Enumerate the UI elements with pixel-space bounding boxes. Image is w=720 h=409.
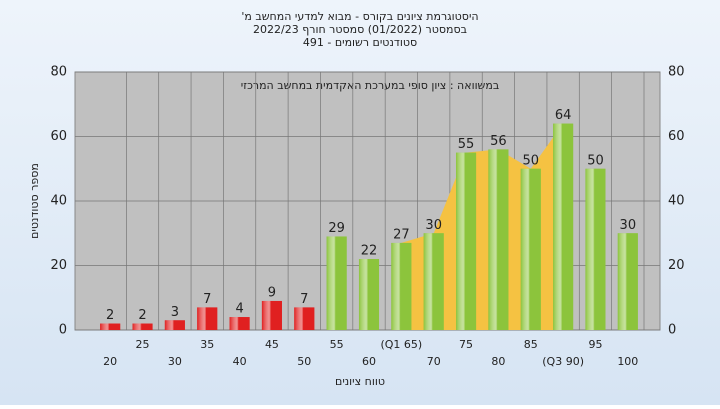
bar: [520, 168, 541, 330]
bar: [358, 259, 380, 330]
value-label: 9: [268, 285, 276, 300]
bar: [326, 236, 347, 330]
value-label: 4: [235, 302, 243, 317]
x-tick-label: 80: [491, 355, 505, 368]
y2-tick-label: 60: [668, 129, 685, 144]
value-label: 55: [458, 137, 475, 152]
bar: [197, 307, 218, 330]
chart-title: היסטוגרמת ציונים בקורס - מבוא למדעי המחש…: [241, 10, 478, 23]
x-tick-label: 40: [233, 355, 247, 368]
bar: [553, 123, 574, 330]
x-tick-label: 55: [330, 338, 344, 351]
y-tick-label: 0: [59, 323, 67, 338]
bar: [229, 317, 250, 330]
x-tick-label: 20: [103, 355, 117, 368]
value-label: 22: [361, 244, 378, 259]
x-tick-label: 85: [524, 338, 538, 351]
bar: [164, 320, 185, 330]
value-label: 30: [620, 218, 637, 233]
value-label: 56: [490, 134, 507, 149]
bar: [456, 152, 477, 330]
value-label: 50: [587, 153, 604, 168]
value-label: 2: [106, 308, 114, 323]
bar: [294, 307, 315, 330]
value-label: 29: [328, 221, 345, 236]
y-tick-label: 60: [50, 129, 67, 144]
y-tick-label: 80: [50, 65, 67, 80]
x-tick-label: (Q1 65): [380, 338, 422, 351]
x-axis-label: טווח ציונים: [335, 375, 385, 388]
x-tick-label: 60: [362, 355, 376, 368]
y2-tick-label: 80: [668, 65, 685, 80]
bar: [261, 300, 282, 330]
value-label: 30: [425, 218, 442, 233]
y2-tick-label: 20: [668, 258, 685, 273]
y2-tick-label: 0: [668, 323, 676, 338]
bar: [488, 149, 509, 330]
value-label: 64: [555, 108, 572, 123]
x-tick-label: 30: [168, 355, 182, 368]
x-tick-label: 100: [617, 355, 638, 368]
x-tick-label: 25: [136, 338, 150, 351]
x-tick-label: 45: [265, 338, 279, 351]
y2-tick-label: 40: [668, 194, 685, 209]
value-label: 7: [300, 292, 308, 307]
value-label: 50: [522, 153, 539, 168]
x-tick-label: 50: [297, 355, 311, 368]
y-tick-label: 20: [50, 258, 67, 273]
chart-subtitle: סטודנטים רשומים - 491: [303, 36, 417, 49]
bar: [617, 233, 638, 330]
bar: [585, 168, 606, 330]
y-tick-label: 40: [50, 194, 67, 209]
bar: [391, 242, 412, 330]
bar: [132, 323, 153, 330]
value-label: 2: [138, 308, 146, 323]
value-label: 3: [171, 305, 179, 320]
value-label: 27: [393, 227, 410, 242]
bar: [100, 323, 121, 330]
value-label: 7: [203, 292, 211, 307]
chart-subtitle: בסמסטר (01/2022) סמסטר חורף 2022/23: [253, 23, 467, 36]
x-tick-label: 70: [427, 355, 441, 368]
x-tick-label: 35: [200, 338, 214, 351]
bar: [423, 233, 444, 330]
x-tick-label: 95: [588, 338, 602, 351]
x-tick-label: 75: [459, 338, 473, 351]
annotation: במשוואה : ציון סופי במערכת האקדמית במחשב…: [241, 79, 499, 92]
x-tick-label: (Q3 90): [542, 355, 584, 368]
y-axis-label: מספר סטודנטים: [28, 163, 41, 239]
